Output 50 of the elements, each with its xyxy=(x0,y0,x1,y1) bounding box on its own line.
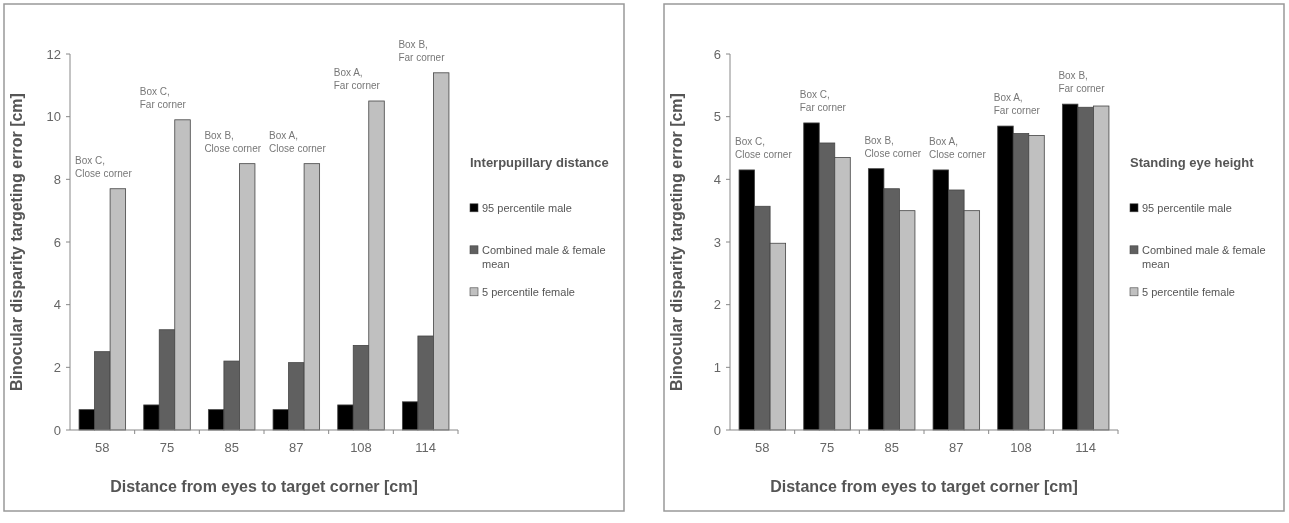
y-axis-title: Binocular disparity targeting error [cm] xyxy=(8,93,25,391)
y-tick-label: 4 xyxy=(713,171,721,187)
legend-title: Interpupillary distance xyxy=(470,154,609,170)
annotation: Box A, Far corner xyxy=(993,92,1041,117)
legend-label: Combined male & female mean xyxy=(482,243,606,270)
y-tick-label: 10 xyxy=(46,109,61,125)
x-tick-label: 108 xyxy=(1010,440,1032,455)
annotation: Box A, Close corner xyxy=(269,129,327,154)
annotation: Box B, Far corner xyxy=(398,38,446,63)
annotation: Box A, Close corner xyxy=(929,135,987,160)
y-tick-label: 5 xyxy=(713,109,721,125)
x-tick-label: 114 xyxy=(415,440,437,455)
annotation: Box A, Far corner xyxy=(333,67,381,91)
x-tick-label: 87 xyxy=(949,440,964,455)
x-tick-label: 108 xyxy=(350,440,372,455)
annotation: Box C, Far corner xyxy=(139,85,187,110)
annotation: Box C, Close corner xyxy=(75,154,133,179)
legend-title: Standing eye height xyxy=(1130,154,1255,170)
annotation: Box B, Close corner xyxy=(204,129,262,154)
x-tick-label: 85 xyxy=(884,440,899,455)
y-axis-title: Binocular disparity targeting error [cm] xyxy=(668,93,685,391)
y-tick-label: 8 xyxy=(53,171,61,187)
legend-label: 5 percentile female xyxy=(1142,285,1235,298)
x-tick-label: 114 xyxy=(1075,440,1097,455)
y-tick-label: 0 xyxy=(713,422,721,438)
annotation: Box C, Far corner xyxy=(799,88,847,113)
y-tick-label: 3 xyxy=(713,234,721,250)
x-axis-title: Distance from eyes to target corner [cm] xyxy=(770,478,1078,495)
y-tick-label: 2 xyxy=(713,297,721,313)
legend-label: Combined male & female mean xyxy=(1142,243,1266,270)
legend-label: 95 percentile male xyxy=(1142,201,1232,214)
x-tick-label: 58 xyxy=(95,440,110,455)
legend-label: 5 percentile female xyxy=(482,285,575,298)
x-axis-title: Distance from eyes to target corner [cm] xyxy=(110,478,418,495)
x-tick-label: 85 xyxy=(224,440,239,455)
annotation: Box B, Close corner xyxy=(864,134,922,159)
legend-label: 95 percentile male xyxy=(482,201,572,214)
y-tick-label: 4 xyxy=(53,297,61,313)
x-tick-label: 58 xyxy=(755,440,770,455)
y-tick-label: 6 xyxy=(713,46,721,62)
annotation: Box B, Far corner xyxy=(1058,70,1106,95)
x-tick-label: 75 xyxy=(159,440,175,455)
y-tick-label: 2 xyxy=(53,359,61,375)
x-tick-label: 75 xyxy=(819,440,835,455)
y-tick-label: 12 xyxy=(46,46,61,62)
annotation: Box C, Close corner xyxy=(735,135,793,160)
y-tick-label: 1 xyxy=(713,359,721,375)
x-tick-label: 87 xyxy=(289,440,304,455)
y-tick-label: 0 xyxy=(53,422,61,438)
y-tick-label: 6 xyxy=(53,234,61,250)
